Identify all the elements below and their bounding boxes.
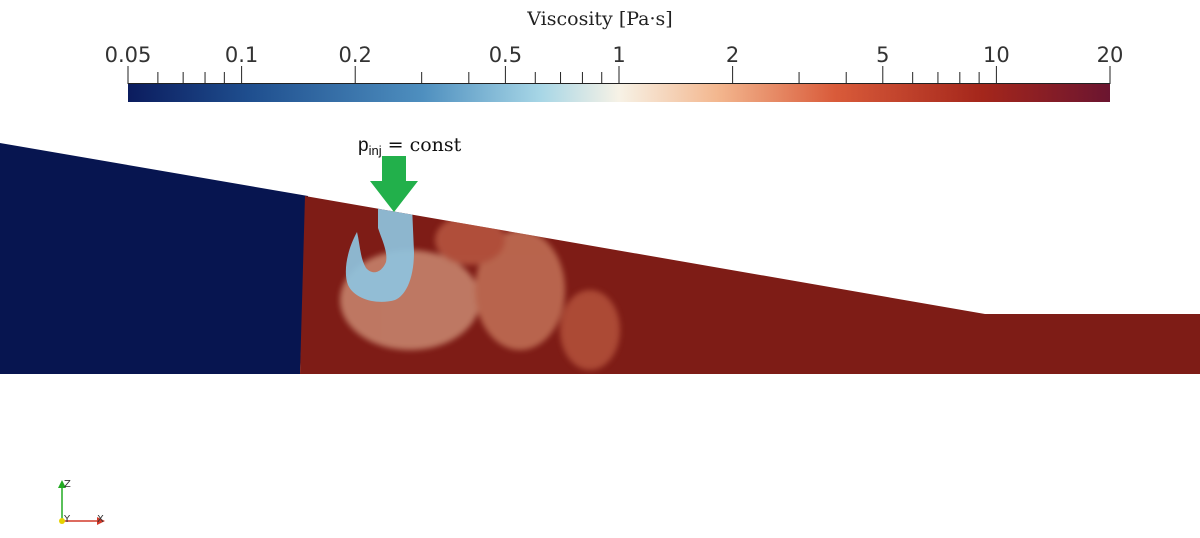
y-axis-label: Y bbox=[63, 514, 71, 525]
injection-label: pinj = const bbox=[358, 134, 462, 158]
injection-label-rest: = const bbox=[382, 134, 462, 156]
colorbar-tick-label: 0.1 bbox=[225, 43, 258, 67]
colorbar-tick-label: 10 bbox=[983, 43, 1010, 67]
y-axis-dot bbox=[59, 518, 65, 524]
axes-triad: Z X Y bbox=[58, 479, 105, 525]
injection-label-subscript: inj bbox=[369, 143, 382, 158]
colorbar-ticks bbox=[127, 66, 1111, 84]
injection-arrow bbox=[370, 156, 418, 212]
injection-label-main: p bbox=[358, 135, 369, 156]
colorbar: 0.05 0.1 0.2 0.5 1 2 5 10 20 bbox=[105, 43, 1124, 102]
colorbar-title: Viscosity [Pa·s] bbox=[527, 8, 673, 30]
colorbar-tick-labels: 0.05 0.1 0.2 0.5 1 2 5 10 20 bbox=[105, 43, 1124, 67]
colorbar-tick-label: 0.2 bbox=[339, 43, 372, 67]
colorbar-tick-label: 0.05 bbox=[105, 43, 152, 67]
channel-region bbox=[300, 196, 1200, 374]
injected-fluid-plume bbox=[345, 206, 414, 302]
colorbar-tick-label: 5 bbox=[876, 43, 889, 67]
colorbar-tick-label: 1 bbox=[612, 43, 625, 67]
colorbar-gradient bbox=[128, 84, 1110, 102]
low-viscosity-region bbox=[0, 143, 308, 374]
colorbar-tick-label: 0.5 bbox=[489, 43, 522, 67]
colorbar-tick-label: 2 bbox=[726, 43, 739, 67]
colorbar-tick-label: 20 bbox=[1097, 43, 1124, 67]
z-axis-label: Z bbox=[64, 479, 71, 490]
x-axis-label: X bbox=[97, 514, 104, 525]
